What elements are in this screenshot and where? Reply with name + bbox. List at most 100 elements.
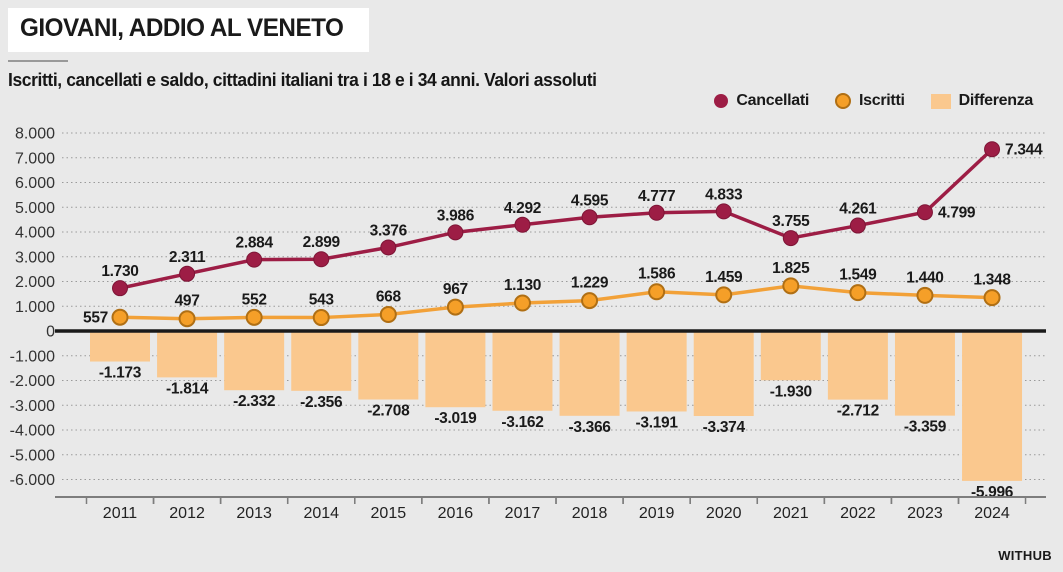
bar-2017 [492, 332, 553, 411]
svg-text:543: 543 [309, 292, 335, 309]
svg-text:3.755: 3.755 [772, 213, 810, 230]
cancellati-point-2018 [581, 209, 598, 226]
x-axis: 2011 2012 2013 2014 2015 2016 2017 2018 2019 2020… [55, 496, 1046, 522]
svg-text:8.000: 8.000 [15, 126, 55, 143]
svg-text:552: 552 [242, 291, 267, 308]
svg-text:-2.000: -2.000 [10, 373, 55, 390]
bar-2016 [425, 332, 486, 408]
svg-text:-3.019: -3.019 [434, 410, 477, 427]
svg-text:2011: 2011 [103, 505, 138, 522]
svg-text:7.000: 7.000 [15, 150, 55, 167]
svg-text:3.376: 3.376 [370, 222, 408, 239]
svg-text:557: 557 [83, 310, 108, 327]
cancellati-point-2016 [447, 224, 464, 241]
iscritti-point-2013 [245, 308, 263, 326]
iscritti-point-2012 [178, 310, 196, 328]
svg-text:2014: 2014 [303, 505, 339, 522]
legend-swatch-iscritti-icon [835, 93, 852, 109]
cancellati-point-2019 [648, 204, 665, 221]
svg-text:2.000: 2.000 [15, 274, 55, 291]
svg-text:-1.000: -1.000 [10, 348, 55, 365]
legend-item-cancellati: Cancellati [714, 92, 809, 110]
svg-text:-2.712: -2.712 [837, 403, 879, 420]
cancellati-point-2023 [916, 204, 933, 221]
bar-2023 [894, 332, 955, 416]
svg-text:1.229: 1.229 [571, 275, 609, 292]
svg-text:-3.374: -3.374 [703, 419, 746, 436]
bar-2024 [962, 332, 1023, 481]
svg-text:-5.996: -5.996 [971, 484, 1014, 501]
cancellati-point-2014 [313, 251, 330, 268]
chart-subtitle: Iscritti, cancellati e saldo, cittadini … [8, 70, 597, 90]
svg-text:-3.366: -3.366 [568, 419, 611, 436]
iscritti-point-2021 [782, 277, 800, 295]
bar-2018 [559, 332, 620, 416]
svg-text:668: 668 [376, 288, 402, 305]
svg-text:0: 0 [46, 324, 55, 341]
title-underline [8, 60, 68, 62]
svg-text:-2.708: -2.708 [367, 403, 410, 420]
svg-text:4.000: 4.000 [15, 225, 55, 242]
cancellati-point-2022 [849, 217, 866, 234]
svg-text:2015: 2015 [371, 505, 407, 522]
svg-text:2.311: 2.311 [169, 249, 206, 266]
svg-text:1.730: 1.730 [101, 263, 138, 280]
cancellati-value-labels: 1.730 2.311 2.884 2.899 3.376 3.986 4.292 4.595… [101, 142, 1043, 280]
svg-text:2017: 2017 [505, 505, 541, 522]
svg-text:1.459: 1.459 [705, 269, 743, 286]
svg-text:5.000: 5.000 [15, 200, 55, 217]
bar-2011 [90, 332, 150, 362]
svg-text:2023: 2023 [907, 505, 943, 522]
legend-label: Iscritti [859, 92, 905, 109]
svg-text:2013: 2013 [236, 505, 272, 522]
svg-text:6.000: 6.000 [15, 175, 55, 192]
legend-swatch-differenza-icon [930, 93, 951, 109]
svg-text:2022: 2022 [840, 505, 876, 522]
bar-2020 [693, 332, 754, 417]
title-box: GIOVANI, ADDIO AL VENETO [8, 8, 370, 52]
svg-text:2019: 2019 [639, 505, 675, 522]
bars-differenza [90, 332, 1023, 481]
svg-text:1.440: 1.440 [906, 269, 943, 286]
svg-text:2021: 2021 [773, 505, 809, 522]
legend-label: Differenza [958, 92, 1034, 109]
svg-text:3.986: 3.986 [437, 207, 475, 224]
cancellati-point-2024 [984, 141, 1001, 158]
iscritti-point-2014 [312, 309, 330, 327]
svg-text:1.825: 1.825 [772, 260, 810, 277]
iscritti-point-2020 [715, 286, 733, 304]
cancellati-point-2013 [246, 251, 263, 268]
legend-label: Cancellati [736, 92, 810, 109]
svg-text:7.344: 7.344 [1005, 142, 1043, 159]
bar-2012 [157, 332, 218, 378]
svg-text:4.833: 4.833 [705, 186, 743, 203]
markers-iscritti [111, 277, 1001, 328]
svg-text:-2.332: -2.332 [233, 393, 275, 410]
iscritti-point-2018 [581, 292, 599, 310]
iscritti-point-2015 [379, 305, 397, 323]
legend-swatch-cancellati-icon [714, 94, 729, 108]
cancellati-point-2021 [782, 230, 799, 247]
bar-2015 [358, 332, 419, 400]
withub-logo: WITHUB [998, 548, 1052, 563]
cancellati-point-2011 [112, 280, 128, 297]
bar-2022 [827, 332, 888, 400]
svg-text:-6.000: -6.000 [10, 472, 55, 489]
svg-text:-3.162: -3.162 [501, 414, 543, 431]
bar-2021 [760, 332, 821, 381]
svg-text:-3.191: -3.191 [636, 414, 679, 431]
iscritti-point-2017 [513, 294, 531, 312]
svg-text:967: 967 [443, 281, 468, 298]
page-title: GIOVANI, ADDIO AL VENETO [20, 14, 344, 42]
line-cancellati [119, 147, 994, 290]
svg-text:497: 497 [175, 293, 200, 310]
svg-text:-3.359: -3.359 [904, 419, 947, 436]
svg-text:2.884: 2.884 [236, 235, 274, 252]
svg-text:2020: 2020 [706, 505, 742, 522]
svg-text:2.899: 2.899 [303, 234, 341, 251]
bar-2013 [224, 332, 285, 391]
svg-text:-3.000: -3.000 [10, 398, 55, 415]
svg-text:1.586: 1.586 [638, 266, 676, 283]
